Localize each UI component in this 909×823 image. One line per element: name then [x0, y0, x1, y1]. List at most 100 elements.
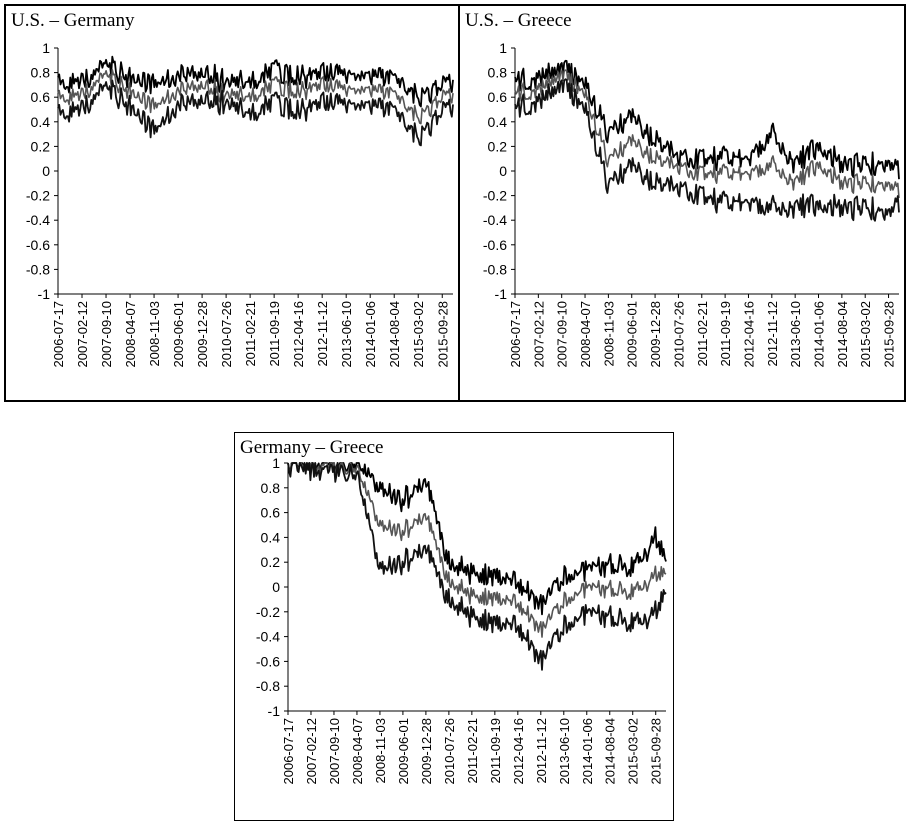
x-tick-label: 2009-06-01	[625, 301, 640, 368]
x-tick-label: 2008-11-03	[147, 301, 162, 367]
chart-panel-germany-greece: Germany – Greece 1 0.8 0.6 0.4 0.2 0 -0.2 -0.4 -…	[234, 432, 674, 821]
x-tick-label: 2006-07-17	[281, 718, 296, 785]
x-tick-label: 2009-12-28	[648, 301, 663, 368]
y-tick-label: 0.4	[488, 114, 508, 130]
x-tick-label: 2012-04-16	[511, 718, 526, 785]
y-tick-label: 0.2	[488, 138, 508, 154]
x-tick-label: 2013-06-10	[557, 718, 572, 785]
x-tick-label: 2007-02-12	[304, 718, 319, 785]
x-tick-label: 2015-09-28	[435, 301, 450, 368]
x-tick-label: 2007-09-10	[99, 301, 114, 368]
x-tick-label: 2009-06-01	[171, 301, 186, 368]
x-tick-label: 2010-07-26	[671, 301, 686, 368]
chart-plot-germany-greece: 1 0.8 0.6 0.4 0.2 0 -0.2 -0.4 -0.6 -0.8 -12006-07-…	[256, 455, 667, 785]
y-tick-label: 0.8	[31, 65, 51, 81]
x-tick-label: 2015-03-02	[858, 301, 873, 368]
series-line-upper-band	[287, 462, 667, 616]
y-tick-label: 1	[272, 455, 280, 471]
x-tick-label: 2014-08-04	[835, 301, 850, 368]
chart-plot-us-greece: 1 0.8 0.6 0.4 0.2 0 -0.2 -0.4 -0.6 -0.8 -12006-07-…	[483, 40, 900, 368]
y-tick-label: -0.8	[483, 261, 507, 277]
y-tick-label: 0.4	[261, 529, 281, 545]
series-line-upper-band	[514, 59, 900, 180]
x-tick-label: 2011-02-21	[465, 718, 480, 784]
x-tick-label: 2012-11-12	[315, 301, 330, 367]
y-tick-label: 0.4	[31, 114, 51, 130]
series-line-estimate	[57, 69, 454, 125]
y-tick-label: 0.2	[31, 138, 51, 154]
y-tick-label: 1	[42, 40, 50, 56]
x-tick-label: 2007-02-12	[531, 301, 546, 368]
y-tick-label: 0	[272, 579, 280, 595]
x-tick-label: 2008-04-07	[350, 718, 365, 785]
x-tick-label: 2015-09-28	[882, 301, 897, 368]
x-tick-label: 2010-07-26	[219, 301, 234, 368]
x-tick-label: 2012-11-12	[765, 301, 780, 367]
x-tick-label: 2007-02-12	[75, 301, 90, 368]
series-line-lower-band	[514, 78, 900, 222]
y-tick-label: 0.6	[31, 89, 51, 105]
y-tick-label: 0.8	[261, 480, 281, 496]
x-tick-label: 2009-12-28	[195, 301, 210, 368]
y-tick-label: -1	[268, 703, 281, 719]
x-tick-label: 2014-01-06	[812, 301, 827, 368]
x-tick-label: 2011-09-19	[718, 301, 733, 367]
y-tick-label: -1	[38, 286, 51, 302]
y-tick-label: 1	[499, 40, 507, 56]
series-line-upper-band	[57, 55, 454, 108]
y-tick-label: 0	[42, 163, 50, 179]
y-tick-label: 0.6	[261, 505, 281, 521]
x-tick-label: 2014-08-04	[387, 301, 402, 368]
x-tick-label: 2015-03-02	[626, 718, 641, 785]
x-tick-label: 2009-12-28	[419, 718, 434, 785]
x-tick-label: 2011-09-19	[488, 718, 503, 784]
y-tick-label: 0.8	[488, 65, 508, 81]
chart-panel-us-greece: U.S. – Greece 1 0.8 0.6 0.4 0.2 0 -0.2 -0.4 -0.6…	[460, 4, 906, 402]
x-tick-label: 2012-11-12	[534, 718, 549, 784]
y-tick-label: -0.6	[483, 237, 507, 253]
chart-plot-us-germany: 1 0.8 0.6 0.4 0.2 0 -0.2 -0.4 -0.6 -0.8 -12006-07-…	[26, 40, 454, 368]
y-tick-label: -1	[495, 286, 508, 302]
x-tick-label: 2014-01-06	[580, 718, 595, 785]
y-tick-label: -0.4	[483, 212, 507, 228]
y-tick-label: 0.6	[488, 89, 508, 105]
y-tick-label: -0.6	[26, 237, 50, 253]
y-tick-label: -0.8	[256, 678, 280, 694]
y-tick-label: -0.4	[256, 629, 280, 645]
y-tick-label: -0.2	[483, 188, 507, 204]
x-tick-label: 2011-02-21	[243, 301, 258, 367]
x-tick-label: 2014-08-04	[603, 718, 618, 785]
x-tick-label: 2012-04-16	[291, 301, 306, 368]
x-tick-label: 2013-06-10	[788, 301, 803, 368]
chart-title: U.S. – Greece	[465, 10, 572, 31]
x-tick-label: 2007-09-10	[555, 301, 570, 368]
x-tick-label: 2011-09-19	[267, 301, 282, 367]
x-tick-label: 2010-07-26	[442, 718, 457, 785]
x-tick-label: 2014-01-06	[363, 301, 378, 368]
x-tick-label: 2007-09-10	[327, 718, 342, 785]
x-tick-label: 2009-06-01	[396, 718, 411, 785]
y-tick-label: 0.2	[261, 554, 281, 570]
x-tick-label: 2006-07-17	[51, 301, 66, 368]
x-tick-label: 2013-06-10	[339, 301, 354, 368]
y-tick-label: 0	[499, 163, 507, 179]
y-tick-label: -0.4	[26, 212, 50, 228]
x-tick-label: 2011-02-21	[695, 301, 710, 367]
chart-title: Germany – Greece	[240, 437, 384, 458]
x-tick-label: 2008-11-03	[601, 301, 616, 367]
y-tick-label: -0.6	[256, 653, 280, 669]
chart-panel-us-germany: U.S. – Germany 1 0.8 0.6 0.4 0.2 0 -0.2 -0.4 -0.…	[4, 4, 460, 402]
x-tick-label: 2015-09-28	[649, 718, 664, 785]
y-tick-label: -0.2	[256, 604, 280, 620]
series-line-estimate	[514, 69, 900, 199]
x-tick-label: 2008-04-07	[578, 301, 593, 368]
x-tick-label: 2006-07-17	[508, 301, 523, 368]
y-tick-label: -0.2	[26, 188, 50, 204]
series-line-lower-band	[287, 462, 667, 671]
x-tick-label: 2008-11-03	[373, 718, 388, 784]
series-line-lower-band	[57, 79, 454, 147]
chart-title: U.S. – Germany	[11, 10, 135, 31]
x-tick-label: 2015-03-02	[411, 301, 426, 368]
y-tick-label: -0.8	[26, 261, 50, 277]
x-tick-label: 2012-04-16	[741, 301, 756, 368]
